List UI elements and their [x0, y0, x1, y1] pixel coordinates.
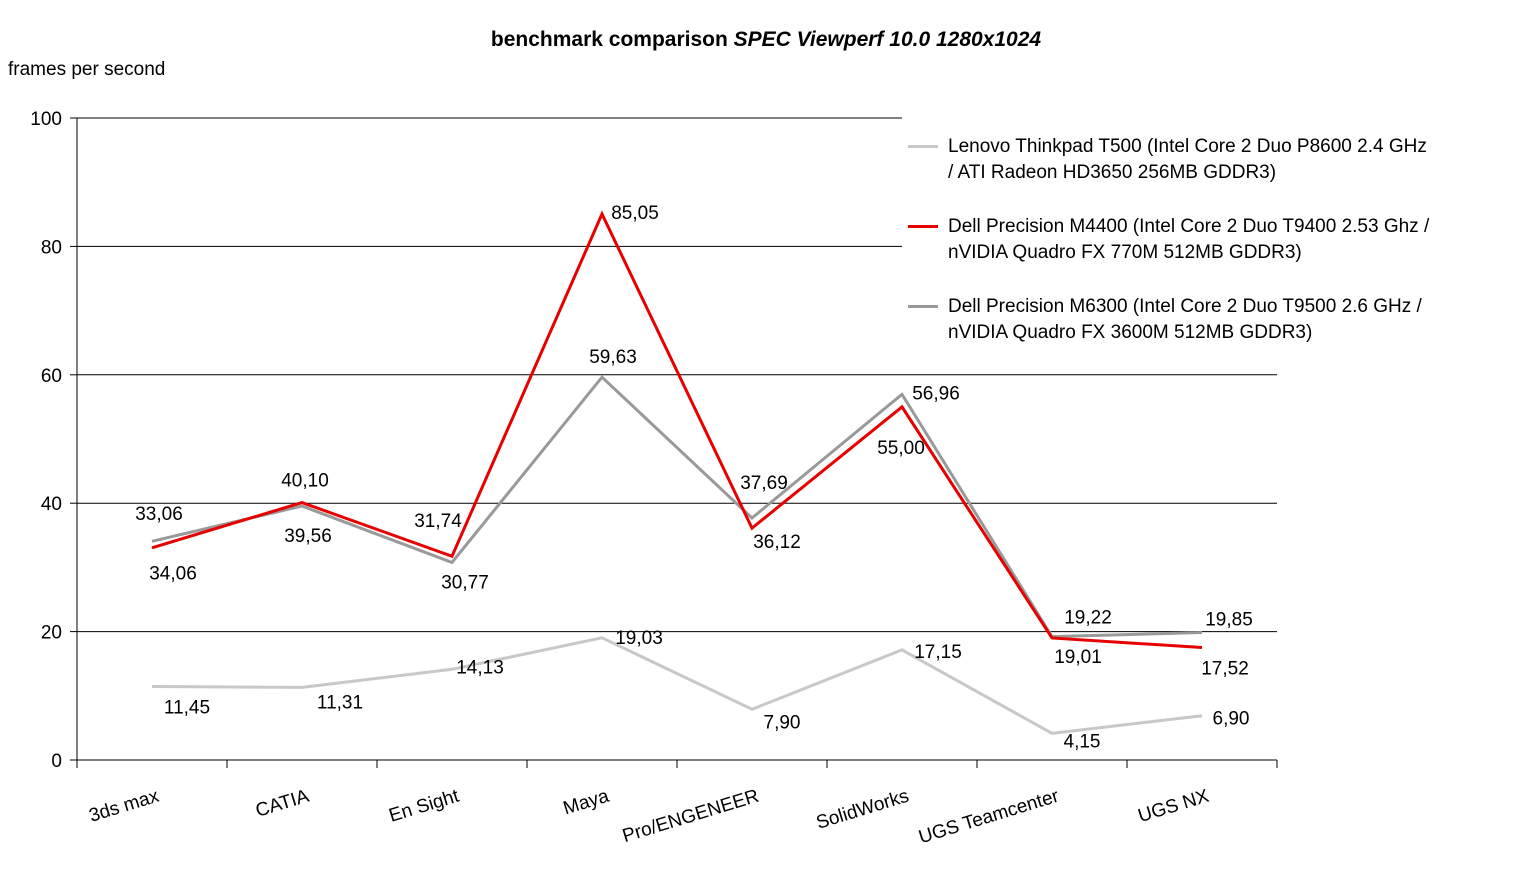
legend-label-line: Dell Precision M6300 (Intel Core 2 Duo T…	[948, 296, 1422, 317]
x-tick-label: En Sight	[387, 785, 463, 826]
legend-label: Dell Precision M6300 (Intel Core 2 Duo T…	[948, 294, 1422, 346]
x-tick-label: UGS Teamcenter	[916, 786, 1062, 849]
data-label: 11,31	[317, 692, 363, 713]
data-label: 19,03	[615, 628, 663, 649]
x-tick-label: Maya	[561, 786, 612, 820]
chart-title-main: benchmark comparison	[490, 28, 728, 51]
legend-marker-line	[908, 305, 938, 308]
legend-label-line: nVIDIA Quadro FX 3600M 512MB GDDR3)	[948, 322, 1313, 343]
legend-entry-1: Dell Precision M4400 (Intel Core 2 Duo T…	[908, 214, 1530, 266]
y-tick-label: 0	[51, 751, 62, 772]
legend-marker-line	[908, 145, 938, 148]
data-label: 36,12	[753, 532, 801, 553]
y-tick-label: 60	[41, 366, 62, 387]
data-label: 33,06	[135, 504, 183, 525]
data-label: 30,77	[441, 572, 489, 593]
data-label: 19,01	[1054, 647, 1102, 668]
legend-label-line: Lenovo Thinkpad T500 (Intel Core 2 Duo P…	[948, 136, 1427, 157]
data-label: 19,85	[1205, 610, 1253, 631]
data-label: 19,22	[1064, 608, 1112, 629]
data-label: 11,45	[164, 697, 210, 718]
data-label: 40,10	[281, 471, 329, 492]
legend-marker-line	[908, 225, 938, 228]
y-tick-label: 20	[41, 623, 62, 644]
x-tick-label: Pro/ENGENEER	[620, 786, 761, 847]
data-label: 17,15	[914, 642, 962, 663]
data-label: 55,00	[877, 438, 925, 459]
data-label: 85,05	[611, 203, 659, 224]
data-label: 31,74	[414, 511, 462, 532]
legend-label-line: / ATI Radeon HD3650 256MB GDDR3)	[948, 162, 1277, 183]
data-label: 56,96	[912, 383, 960, 404]
data-label: 6,90	[1213, 709, 1250, 730]
legend: Lenovo Thinkpad T500 (Intel Core 2 Duo P…	[902, 110, 1530, 346]
chart-title-emphasis: SPEC Viewperf 10.0 1280x1024	[733, 28, 1042, 51]
y-axis-title: frames per second	[8, 59, 166, 80]
legend-entry-2: Dell Precision M6300 (Intel Core 2 Duo T…	[908, 294, 1530, 346]
data-label: 4,15	[1064, 731, 1101, 752]
data-label: 39,56	[284, 526, 332, 547]
series-line-2	[151, 374, 1203, 639]
data-label: 37,69	[740, 473, 788, 494]
legend-label-line: Dell Precision M4400 (Intel Core 2 Duo T…	[948, 216, 1430, 237]
x-tick-label: SolidWorks	[814, 786, 912, 834]
y-tick-label: 80	[41, 237, 62, 258]
x-tick-label: CATIA	[253, 786, 312, 822]
data-label: 7,90	[764, 712, 801, 733]
x-tick-label: UGS NX	[1136, 786, 1212, 827]
data-label: 14,13	[456, 657, 504, 678]
legend-label-line: nVIDIA Quadro FX 770M 512MB GDDR3)	[948, 242, 1302, 263]
x-tick-label: 3ds max	[87, 786, 162, 827]
series-line-0	[151, 636, 1203, 735]
data-label: 17,52	[1201, 659, 1249, 680]
y-tick-label: 40	[41, 494, 62, 515]
series-line-1	[151, 210, 1203, 650]
legend-label: Dell Precision M4400 (Intel Core 2 Duo T…	[948, 214, 1429, 266]
data-label: 59,63	[589, 347, 637, 368]
y-tick-label: 100	[30, 109, 62, 130]
legend-label: Lenovo Thinkpad T500 (Intel Core 2 Duo P…	[948, 134, 1427, 186]
chart-title: benchmark comparison SPEC Viewperf 10.0 …	[0, 28, 1532, 52]
data-label: 34,06	[149, 563, 197, 584]
legend-entry-0: Lenovo Thinkpad T500 (Intel Core 2 Duo P…	[908, 134, 1530, 186]
